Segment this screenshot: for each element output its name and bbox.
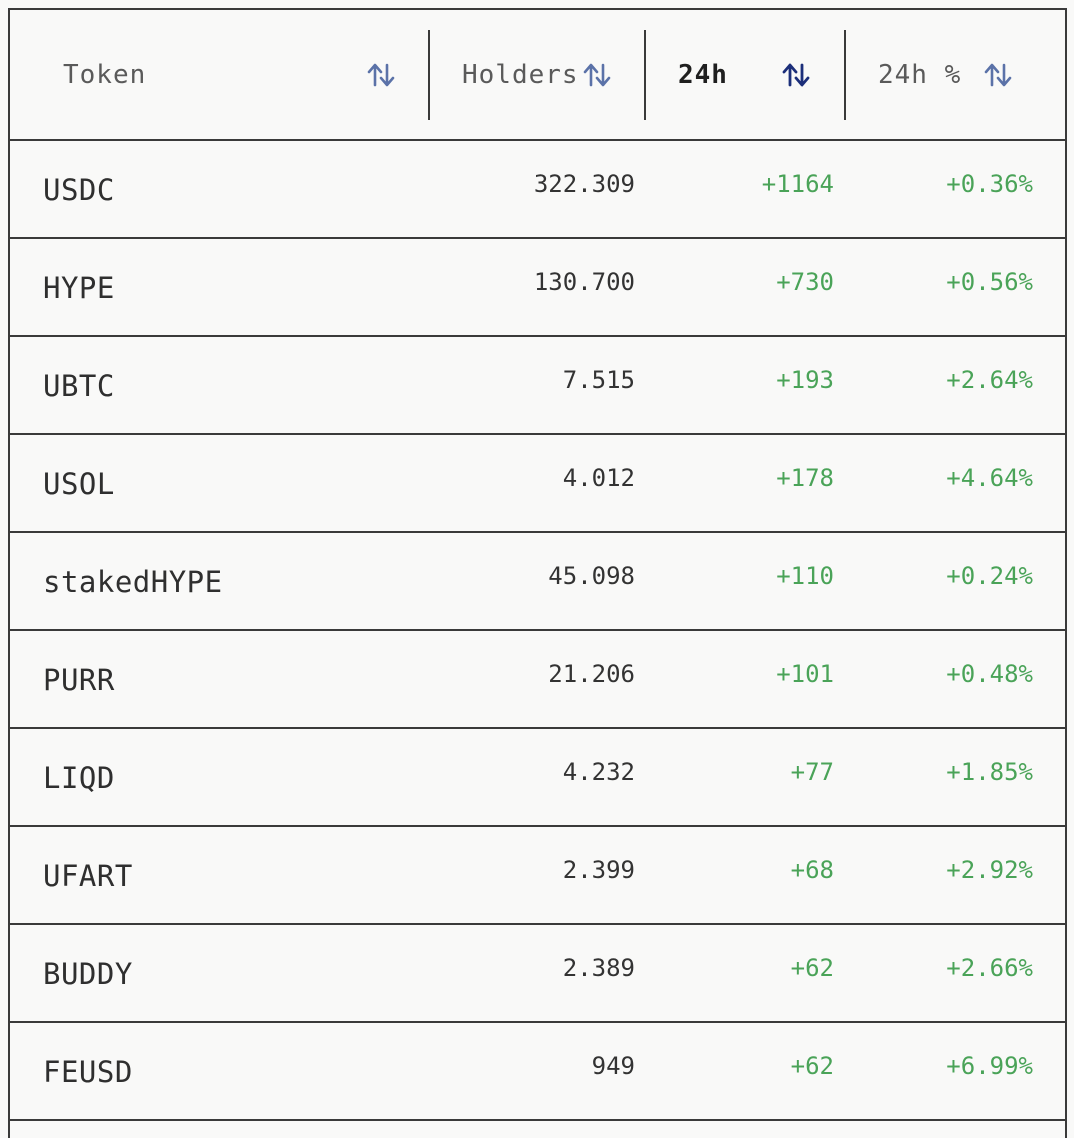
change-24h: +101: [776, 660, 834, 688]
column-divider: [428, 30, 430, 120]
token-table: Token Holders 24h 24h %: [8, 8, 1067, 1138]
column-divider: [644, 30, 646, 120]
change-24h: +1164: [761, 170, 834, 198]
table-row[interactable]: HYPE 130.700 +730 +0.56%: [10, 239, 1065, 337]
table-row[interactable]: BUDDY 2.389 +62 +2.66%: [10, 925, 1065, 1023]
holders-count: 130.700: [533, 268, 635, 296]
table-body: USDC 322.309 +1164 +0.36% HYPE 130.700 +…: [10, 141, 1065, 1121]
column-header-24h-pct[interactable]: 24h %: [878, 10, 1048, 139]
change-24h-pct: +0.36%: [946, 170, 1033, 198]
change-24h: +62: [790, 954, 834, 982]
change-24h-pct: +2.66%: [946, 954, 1033, 982]
holders-count: 4.012: [562, 464, 635, 492]
table-header: Token Holders 24h 24h %: [10, 10, 1065, 141]
change-24h-pct: +2.64%: [946, 366, 1033, 394]
holders-count: 21.206: [548, 660, 635, 688]
change-24h: +62: [790, 1052, 834, 1080]
change-24h-pct: +2.92%: [946, 856, 1033, 884]
holders-count: 45.098: [548, 562, 635, 590]
column-header-24h[interactable]: 24h: [678, 10, 838, 139]
change-24h: +77: [790, 758, 834, 786]
table-row[interactable]: USOL 4.012 +178 +4.64%: [10, 435, 1065, 533]
column-divider: [844, 30, 846, 120]
table-row[interactable]: PURR 21.206 +101 +0.48%: [10, 631, 1065, 729]
holders-count: 322.309: [533, 170, 635, 198]
change-24h: +730: [776, 268, 834, 296]
holders-count: 2.399: [562, 856, 635, 884]
holders-count: 7.515: [562, 366, 635, 394]
holders-count: 4.232: [562, 758, 635, 786]
change-24h: +178: [776, 464, 834, 492]
token-name: PURR: [43, 663, 115, 697]
table-row[interactable]: FEUSD 949 +62 +6.99%: [10, 1023, 1065, 1121]
change-24h: +193: [776, 366, 834, 394]
change-24h-pct: +0.56%: [946, 268, 1033, 296]
sort-arrows-icon[interactable]: [366, 60, 396, 90]
sort-arrows-icon[interactable]: [582, 60, 612, 90]
sort-arrows-icon[interactable]: [781, 60, 811, 90]
column-header-holders[interactable]: Holders: [462, 10, 642, 139]
column-header-token[interactable]: Token: [63, 10, 413, 139]
table-row[interactable]: UBTC 7.515 +193 +2.64%: [10, 337, 1065, 435]
column-label-24h: 24h: [678, 59, 728, 90]
change-24h-pct: +0.48%: [946, 660, 1033, 688]
table-row[interactable]: USDC 322.309 +1164 +0.36%: [10, 141, 1065, 239]
change-24h-pct: +4.64%: [946, 464, 1033, 492]
token-name: UFART: [43, 859, 133, 893]
token-name: BUDDY: [43, 957, 133, 991]
holders-count: 949: [591, 1052, 635, 1080]
token-name: HYPE: [43, 271, 115, 305]
change-24h-pct: +6.99%: [946, 1052, 1033, 1080]
holders-count: 2.389: [562, 954, 635, 982]
change-24h: +68: [790, 856, 834, 884]
change-24h-pct: +1.85%: [946, 758, 1033, 786]
change-24h: +110: [776, 562, 834, 590]
column-label-24h-pct: 24h %: [878, 59, 962, 90]
sort-arrows-icon[interactable]: [983, 60, 1013, 90]
token-name: FEUSD: [43, 1055, 133, 1089]
token-name: UBTC: [43, 369, 115, 403]
table-row[interactable]: LIQD 4.232 +77 +1.85%: [10, 729, 1065, 827]
column-label-holders: Holders: [462, 59, 579, 90]
token-name: USOL: [43, 467, 115, 501]
token-name: stakedHYPE: [43, 565, 223, 599]
token-name: LIQD: [43, 761, 115, 795]
token-name: USDC: [43, 173, 115, 207]
change-24h-pct: +0.24%: [946, 562, 1033, 590]
table-row[interactable]: UFART 2.399 +68 +2.92%: [10, 827, 1065, 925]
table-row[interactable]: stakedHYPE 45.098 +110 +0.24%: [10, 533, 1065, 631]
column-label-token: Token: [63, 59, 147, 90]
